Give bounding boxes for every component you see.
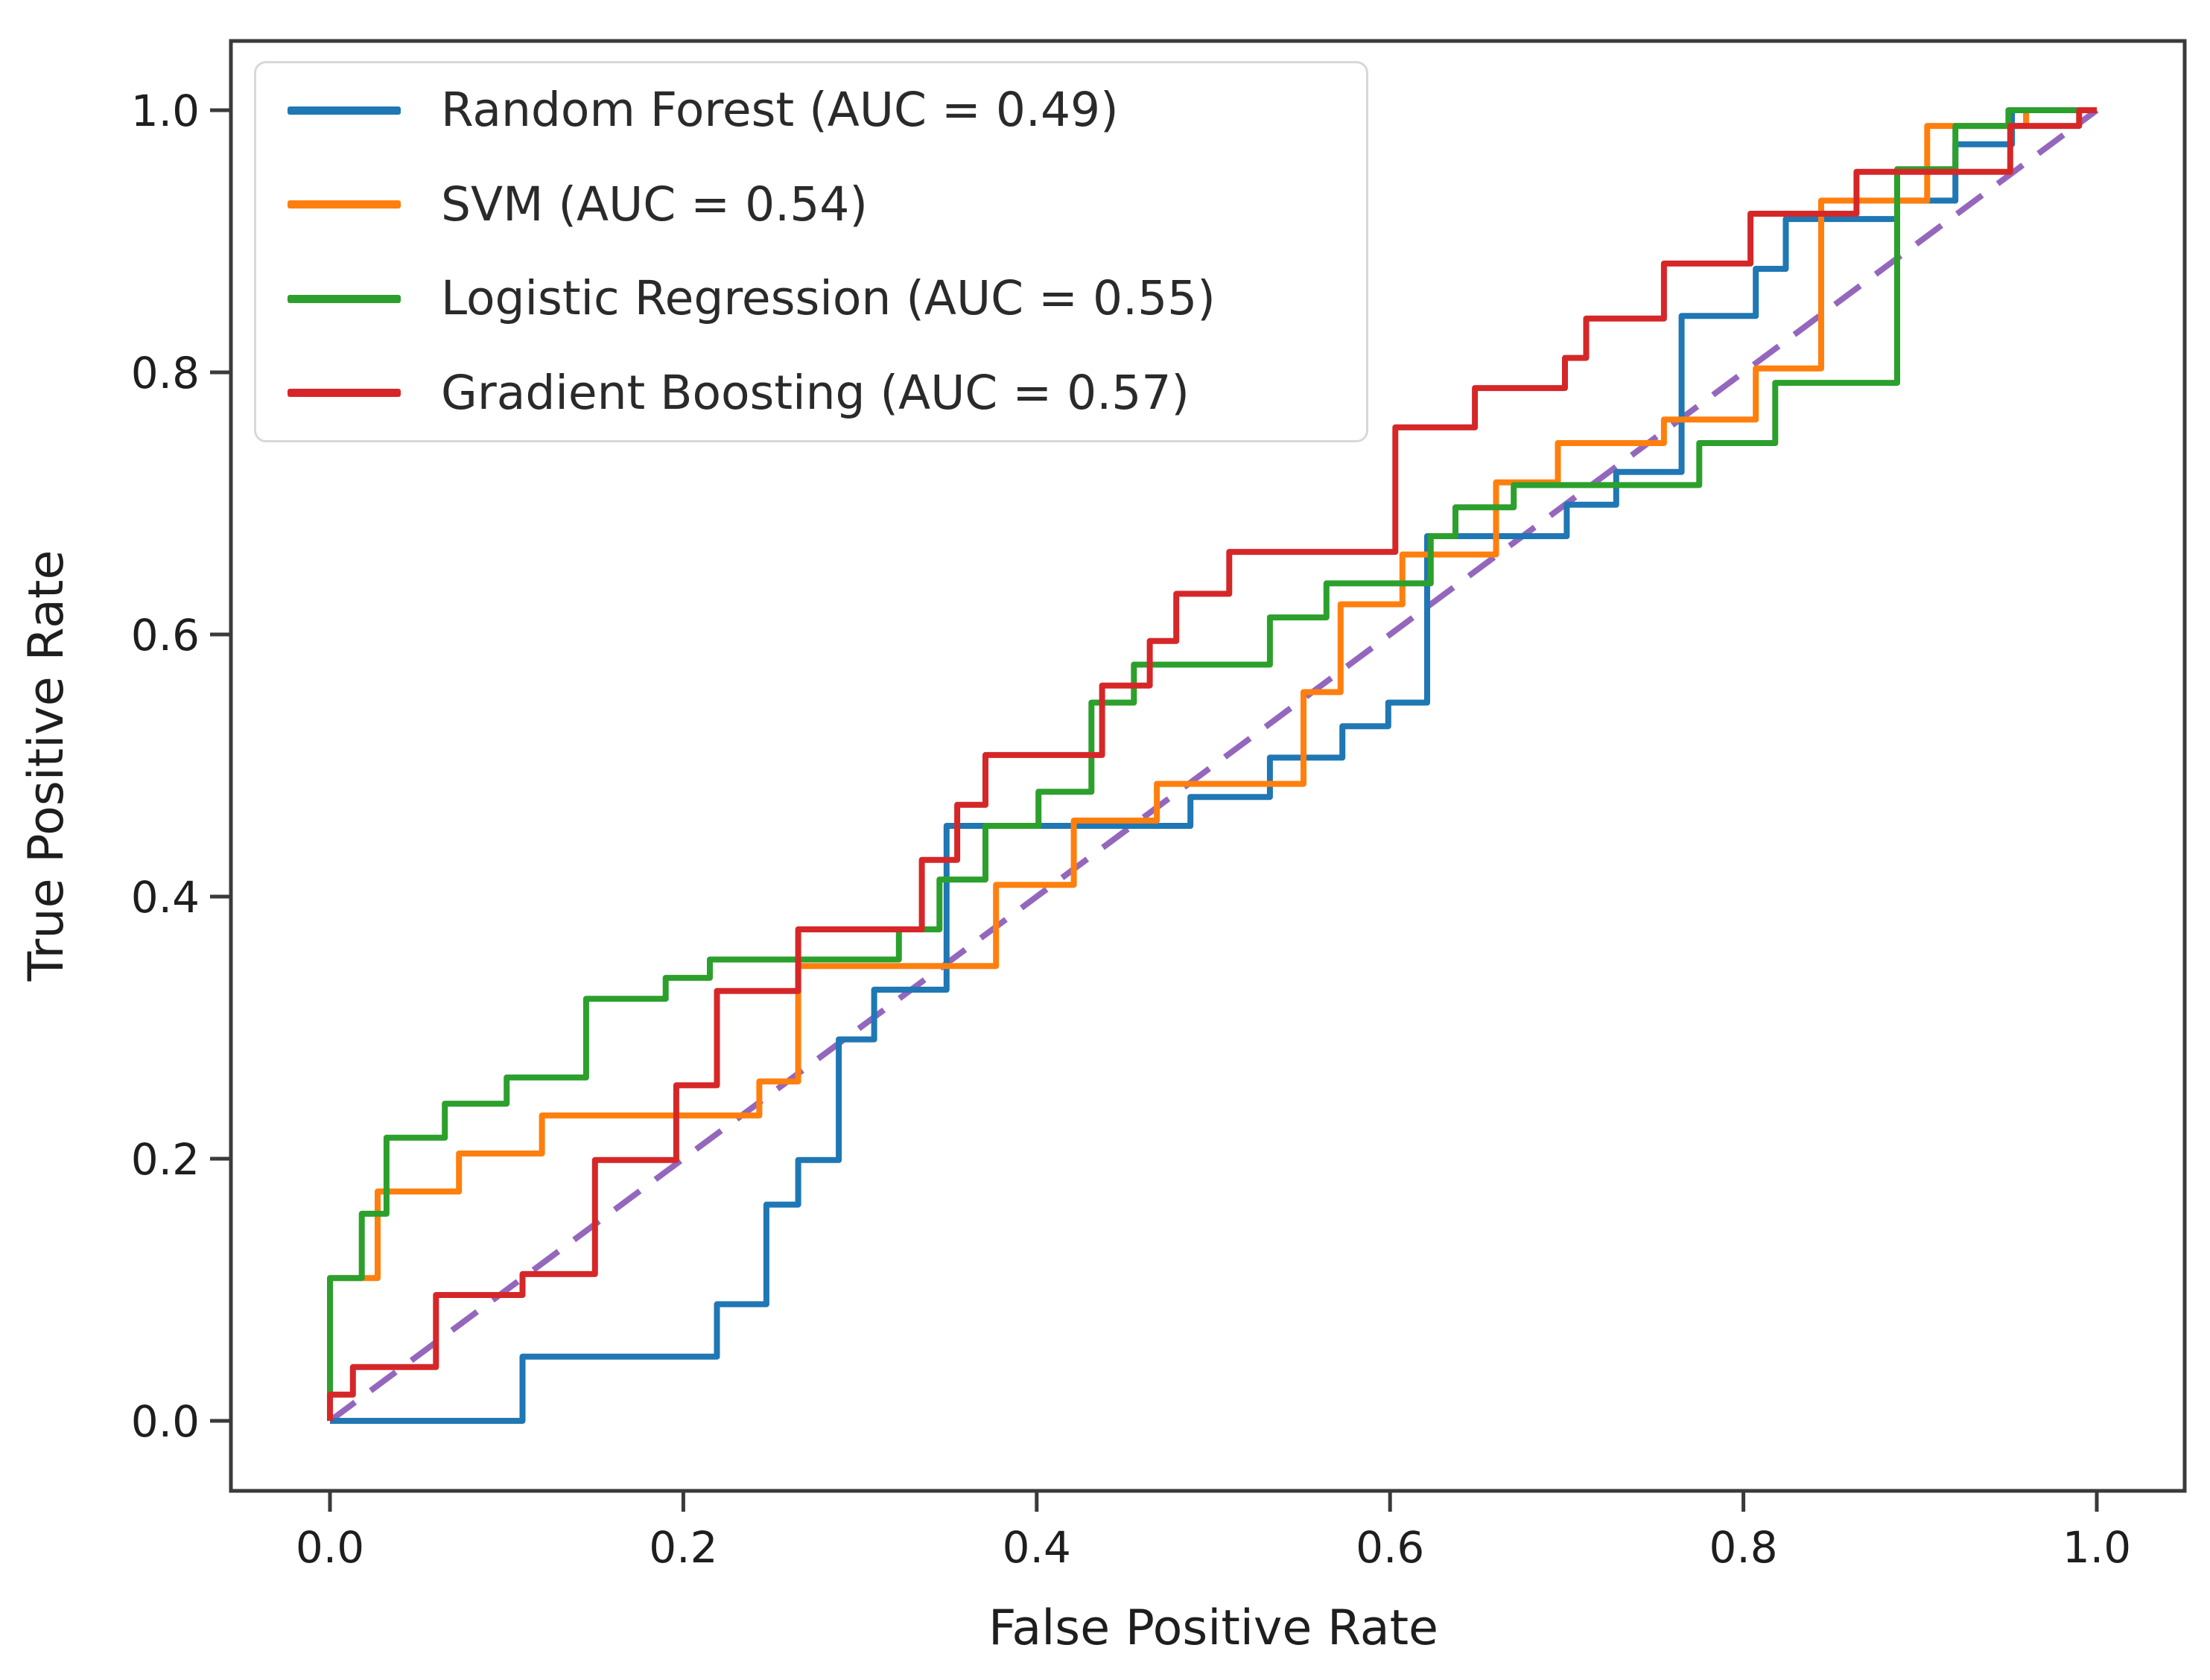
legend: Random Forest (AUC = 0.49) SVM (AUC = 0.5… [254, 61, 1368, 442]
y-tick-label-0.4: 0.4 [131, 872, 200, 923]
y-axis-label: True Positive Rate [19, 550, 74, 981]
series-line-random-forest [330, 107, 2097, 1424]
y-tick-label-0.6: 0.6 [131, 610, 200, 661]
axes-frame [229, 39, 2187, 1493]
x-axis-label: False Positive Rate [988, 1600, 1438, 1656]
y-tick-label-0.0: 0.0 [131, 1396, 200, 1447]
legend-line-swatch-svm [288, 200, 401, 209]
x-tick-label-0.0: 0.0 [296, 1522, 364, 1573]
x-tick-label-1.0: 1.0 [2063, 1522, 2131, 1573]
y-tick-label-0.8: 0.8 [131, 348, 200, 398]
legend-entry-random-forest: Random Forest (AUC = 0.49) [288, 83, 1335, 137]
legend-line-swatch-logistic-regression [288, 294, 401, 303]
legend-line-swatch-gradient-boosting [288, 389, 401, 398]
series-line-gradient-boosting [327, 107, 2097, 1421]
legend-line-swatch-random-forest [288, 106, 401, 115]
chart-series-layer [327, 107, 2099, 1424]
y-tick-label-1.0: 1.0 [131, 86, 200, 136]
legend-entry-logistic-regression: Logistic Regression (AUC = 0.55) [288, 274, 1335, 323]
legend-label-random-forest: Random Forest (AUC = 0.49) [441, 83, 1119, 137]
x-tick-label-0.8: 0.8 [1709, 1522, 1777, 1573]
y-tick-label-0.2: 0.2 [131, 1134, 200, 1185]
legend-label-logistic-regression: Logistic Regression (AUC = 0.55) [441, 271, 1216, 326]
axes-ticks-layer: 0.0 0.2 0.4 0.6 0.8 1.0 0.0 0.2 0.4 0.6 0.8 1.0 [131, 86, 2131, 1573]
series-line-reference-diagonal [328, 107, 2099, 1424]
legend-entry-svm: SVM (AUC = 0.54) [288, 176, 1335, 232]
series-line-logistic-regression [327, 107, 2097, 1421]
x-tick-label-0.2: 0.2 [649, 1522, 717, 1573]
x-tick-label-0.4: 0.4 [1003, 1522, 1071, 1573]
legend-label-gradient-boosting: Gradient Boosting (AUC = 0.57) [441, 365, 1190, 420]
legend-label-svm: SVM (AUC = 0.54) [441, 176, 868, 232]
legend-entry-gradient-boosting: Gradient Boosting (AUC = 0.57) [288, 365, 1335, 420]
x-tick-label-0.6: 0.6 [1356, 1522, 1424, 1573]
series-line-svm [327, 107, 2097, 1421]
